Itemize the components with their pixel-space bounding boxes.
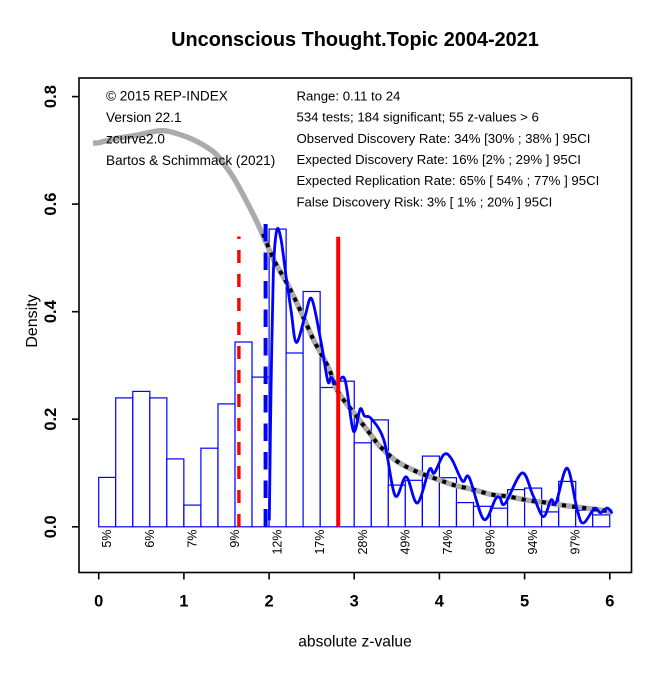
svg-text:6%: 6%: [143, 530, 157, 548]
svg-text:0.0: 0.0: [42, 515, 60, 538]
svg-text:Observed Discovery Rate: 34% [: Observed Discovery Rate: 34% [30% ; 38% …: [297, 131, 591, 146]
svg-text:534 tests; 184 significant; 55: 534 tests; 184 significant; 55 z-values …: [297, 110, 539, 125]
svg-text:© 2015 REP-INDEX: © 2015 REP-INDEX: [106, 88, 228, 103]
svg-text:2: 2: [265, 592, 274, 610]
svg-text:7%: 7%: [185, 530, 199, 548]
svg-text:False Discovery Risk: 3% [ 1%: False Discovery Risk: 3% [ 1% ; 20% ] 95…: [297, 194, 553, 209]
svg-text:Range: 0.11 to 24: Range: 0.11 to 24: [297, 88, 401, 103]
svg-text:0: 0: [94, 592, 103, 610]
svg-text:0.8: 0.8: [42, 85, 60, 108]
svg-text:zcurve2.0: zcurve2.0: [106, 131, 165, 146]
svg-text:4: 4: [435, 592, 445, 610]
svg-text:89%: 89%: [484, 530, 498, 555]
svg-text:5: 5: [520, 592, 529, 610]
svg-text:5%: 5%: [100, 530, 114, 548]
svg-text:97%: 97%: [569, 530, 583, 555]
svg-text:28%: 28%: [356, 530, 370, 555]
svg-text:17%: 17%: [313, 530, 327, 555]
svg-text:Density: Density: [24, 294, 41, 347]
svg-text:0.2: 0.2: [42, 408, 60, 431]
svg-text:absolute z-value: absolute z-value: [298, 633, 412, 650]
svg-text:9%: 9%: [228, 530, 242, 548]
svg-text:3: 3: [350, 592, 359, 610]
svg-text:0.4: 0.4: [42, 299, 60, 323]
svg-text:1: 1: [179, 592, 188, 610]
svg-text:Expected Replication Rate: 65%: Expected Replication Rate: 65% [ 54% ; 7…: [297, 173, 600, 188]
svg-text:49%: 49%: [398, 530, 412, 555]
svg-text:Expected Discovery Rate: 16% [: Expected Discovery Rate: 16% [2% ; 29% ]…: [297, 152, 581, 167]
svg-text:12%: 12%: [271, 530, 285, 555]
svg-text:Bartos & Schimmack (2021): Bartos & Schimmack (2021): [106, 153, 275, 168]
svg-text:Version 22.1: Version 22.1: [106, 110, 182, 125]
svg-text:Unconscious Thought.Topic 2004: Unconscious Thought.Topic 2004-2021: [171, 29, 539, 51]
svg-text:94%: 94%: [526, 530, 540, 555]
svg-text:74%: 74%: [441, 530, 455, 555]
svg-text:0.6: 0.6: [42, 193, 60, 216]
svg-text:6: 6: [605, 592, 614, 610]
